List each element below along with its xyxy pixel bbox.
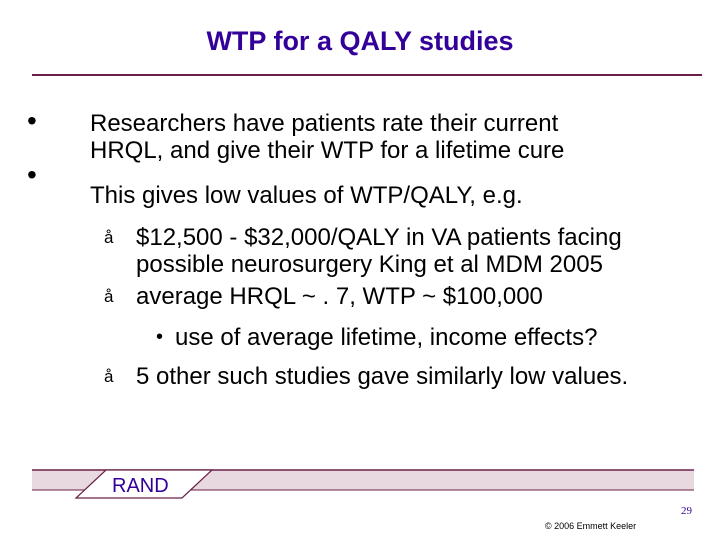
sub-bullet-line: use of average lifetime, income effects? [175, 324, 598, 351]
bullet-item: Researchers have patients rate their cur… [90, 110, 690, 164]
sub-bullet-line: $12,500 - $32,000/QALY in VA patients fa… [136, 224, 622, 251]
sub-bullet-item: 5 other such studies gave similarly low … [136, 363, 696, 390]
arrow-bullet-icon: å [104, 228, 114, 247]
arrow-bullet-icon: å [104, 367, 114, 386]
bullet-line: HRQL, and give their WTP for a lifetime … [90, 137, 565, 164]
bullet-item: This gives low values of WTP/QALY, e.g. [90, 182, 690, 209]
bullet-line: Researchers have patients rate their cur… [90, 110, 559, 137]
arrow-bullet-icon: å [104, 287, 114, 306]
title-divider [32, 74, 702, 76]
slide-title: WTP for a QALY studies [206, 26, 514, 56]
bullet-marker: • [27, 159, 37, 190]
copyright-notice: © 2006 Emmett Keeler [545, 521, 637, 531]
rand-logo-tab [74, 469, 214, 499]
sub-sub-bullet-item: use of average lifetime, income effects? [175, 324, 695, 351]
bullet-marker: • [156, 326, 164, 348]
page-number: 29 [681, 505, 692, 517]
sub-bullet-item: average HRQL ~ . 7, WTP ~ $100,000 [136, 283, 696, 310]
sub-bullet-line: average HRQL ~ . 7, WTP ~ $100,000 [136, 283, 543, 310]
sub-bullet-line: 5 other such studies gave similarly low … [136, 363, 629, 390]
bullet-marker: • [27, 105, 37, 136]
bullet-line: This gives low values of WTP/QALY, e.g. [90, 182, 523, 209]
footer-band [32, 469, 694, 499]
sub-bullet-item: $12,500 - $32,000/QALY in VA patients fa… [136, 224, 696, 278]
sub-bullet-line: possible neurosurgery King et al MDM 200… [136, 251, 603, 278]
rand-logo: RAND [112, 475, 169, 497]
